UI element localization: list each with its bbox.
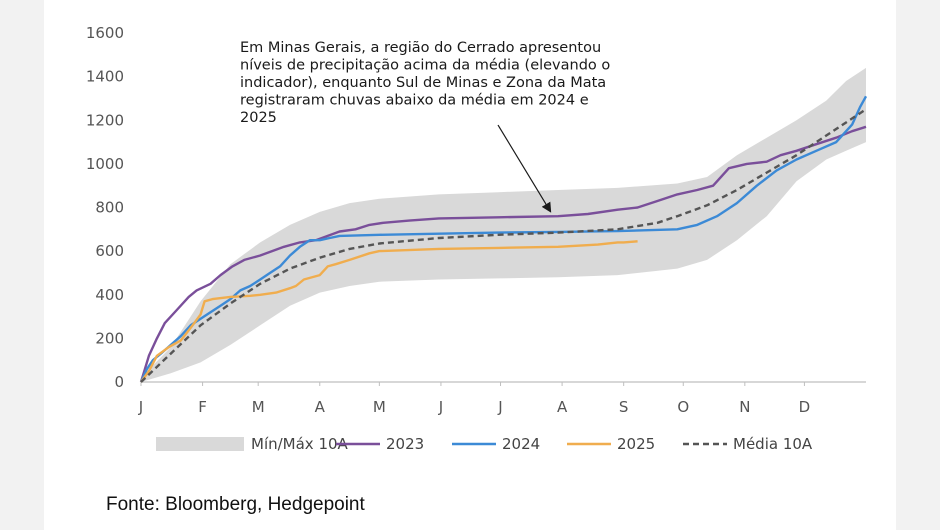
x-tick-label: F	[198, 398, 207, 416]
legend-label-1: 2024	[502, 435, 540, 453]
x-tick-label: M	[252, 398, 265, 416]
x-tick-label: M	[373, 398, 386, 416]
annotation-line: Em Minas Gerais, a região do Cerrado apr…	[240, 40, 601, 56]
y-tick-label: 0	[114, 373, 124, 391]
annotation-line: níveis de precipitação acima da média (e…	[240, 58, 610, 74]
y-tick-label: 1400	[86, 68, 124, 86]
annotation-line: 2025	[240, 110, 277, 126]
legend-label-band: Mín/Máx 10A	[251, 435, 349, 453]
chart-card: 0 200 400 600 800 1000 1200 1400 1600 J F M A M J J A S O N…	[44, 0, 896, 530]
series-line-3	[140, 108, 867, 383]
x-tick-label: N	[739, 398, 750, 416]
x-tick-label: J	[138, 398, 143, 416]
x-tick-label: J	[438, 398, 443, 416]
x-tick-label: A	[557, 398, 568, 416]
y-tick-label: 400	[95, 286, 124, 304]
y-tick-label: 1000	[86, 155, 124, 173]
source-caption: Fonte: Bloomberg, Hedgepoint	[106, 494, 365, 515]
series-line-2	[140, 240, 638, 383]
y-tick-label: 1600	[86, 24, 124, 42]
series-line-0	[139, 125, 867, 383]
x-tick-label: O	[677, 398, 689, 416]
legend-label-2: 2025	[617, 435, 655, 453]
x-tick-label: S	[619, 398, 629, 416]
annotation-arrow	[497, 124, 552, 213]
legend-label-3: Média 10A	[733, 435, 813, 453]
y-tick-label: 200	[95, 329, 124, 347]
chart-svg: 0 200 400 600 800 1000 1200 1400 1600 J F M A M J J A S O N…	[86, 24, 868, 453]
y-tick-label: 600	[95, 242, 124, 260]
y-tick-label: 1200	[86, 111, 124, 129]
legend-swatch-band	[156, 437, 244, 451]
x-tick-label: D	[799, 398, 811, 416]
x-tick-label: J	[497, 398, 502, 416]
x-tick-label: A	[315, 398, 326, 416]
annotation-line: indicador), enquanto Sul de Minas e Zona…	[240, 75, 606, 91]
legend-label-0: 2023	[386, 435, 424, 453]
y-tick-label: 800	[95, 199, 124, 217]
band-min-max	[141, 67, 866, 383]
annotation-line: registraram chuvas abaixo da média em 20…	[240, 93, 589, 109]
